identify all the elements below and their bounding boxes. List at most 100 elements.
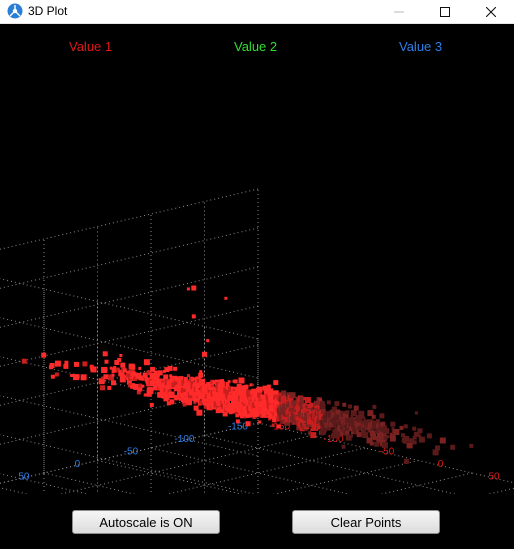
value1-tick-label: 50 xyxy=(488,471,500,482)
scatter-point xyxy=(358,410,365,417)
scatter-3d-plot[interactable]: -150-150-150-150-150-100-100-100-100-100… xyxy=(0,24,514,494)
scatter-point xyxy=(275,416,281,422)
scatter-point xyxy=(144,393,148,397)
scatter-point xyxy=(163,374,169,380)
scatter-point xyxy=(231,409,236,414)
scatter-point xyxy=(180,387,186,393)
scatter-point xyxy=(63,363,69,369)
maximize-button[interactable] xyxy=(422,0,468,24)
scatter-point xyxy=(362,432,369,438)
scatter-point xyxy=(178,376,184,382)
scatter-point xyxy=(349,434,353,438)
scatter-point xyxy=(235,419,240,424)
scatter-point xyxy=(185,393,190,398)
scatter-point xyxy=(174,394,179,400)
legend-value2-label: Value 2 xyxy=(234,39,278,54)
scatter-point xyxy=(149,372,156,379)
scatter-point xyxy=(143,359,150,366)
scatter-point xyxy=(409,438,415,444)
scatter-point xyxy=(111,380,116,386)
scatter-point xyxy=(320,409,326,414)
autoscale-button[interactable]: Autoscale is ON xyxy=(72,510,220,534)
scatter-point xyxy=(308,408,315,415)
scatter-point xyxy=(350,415,354,419)
scatter-point xyxy=(100,385,105,391)
scatter-point xyxy=(149,402,154,407)
plot-canvas[interactable]: Value 1 Value 2 Value 3 -150-150-150-150… xyxy=(0,24,514,549)
scatter-point xyxy=(221,381,225,384)
scatter-point xyxy=(184,380,189,385)
wall-gridline xyxy=(0,305,259,367)
scatter-point xyxy=(218,381,225,388)
scatter-point xyxy=(353,405,359,411)
scatter-point xyxy=(258,420,262,424)
scatter-point xyxy=(319,398,322,402)
scatter-point xyxy=(207,382,211,385)
scatter-point xyxy=(227,380,231,384)
scatter-point xyxy=(355,424,360,429)
scatter-point xyxy=(129,367,135,373)
scatter-point xyxy=(257,392,263,398)
scatter-point xyxy=(399,425,404,430)
scatter-point xyxy=(74,361,79,367)
scatter-point xyxy=(75,374,80,379)
scatter-point xyxy=(178,396,183,401)
scatter-point xyxy=(202,351,207,357)
scatter-point xyxy=(344,426,350,432)
value3-tick-label: 0 xyxy=(75,459,81,470)
scatter-point xyxy=(138,383,143,388)
scatter-point xyxy=(281,397,287,403)
scatter-point xyxy=(314,406,319,411)
scatter-point xyxy=(196,409,203,416)
maximize-icon xyxy=(440,7,450,17)
scatter-point xyxy=(226,406,233,413)
scatter-point xyxy=(417,428,423,434)
scatter-point xyxy=(378,424,384,430)
scatter-point xyxy=(326,400,331,405)
scatter-point xyxy=(130,364,136,370)
scatter-point xyxy=(371,414,376,419)
scatter-point xyxy=(117,357,122,362)
scatter-point xyxy=(370,428,375,432)
clear-points-button[interactable]: Clear Points xyxy=(292,510,440,534)
scatter-point xyxy=(155,375,160,380)
scatter-point xyxy=(216,407,221,412)
scatter-point xyxy=(41,352,47,358)
scatter-point xyxy=(303,397,307,401)
wall-gridline xyxy=(0,317,259,379)
scatter-point xyxy=(212,380,217,385)
wall-gridline xyxy=(0,356,259,418)
close-button[interactable] xyxy=(468,0,514,24)
scatter-point xyxy=(246,389,252,396)
floor-gridline xyxy=(486,487,514,494)
scatter-point xyxy=(192,393,196,397)
scatter-point xyxy=(101,376,105,380)
scatter-point xyxy=(354,431,358,435)
scatter-point xyxy=(302,403,306,407)
scatter-point xyxy=(196,398,201,403)
scatter-point xyxy=(235,413,240,418)
scatter-point xyxy=(82,361,88,367)
scatter-point xyxy=(183,392,188,396)
minimize-icon xyxy=(394,11,404,13)
scatter-point xyxy=(369,441,374,446)
scatter-point xyxy=(166,401,171,406)
scatter-point xyxy=(310,408,314,412)
scatter-point xyxy=(206,393,213,400)
minimize-button[interactable] xyxy=(376,0,422,24)
scatter-point xyxy=(119,354,123,357)
floor-gridline xyxy=(0,487,30,494)
scatter-point xyxy=(403,458,409,464)
scatter-point xyxy=(332,422,337,427)
scatter-point xyxy=(263,394,267,398)
scatter-point xyxy=(314,423,320,429)
scatter-point xyxy=(193,401,197,405)
scatter-point xyxy=(401,433,405,438)
wall-gridline xyxy=(0,188,259,250)
window-title: 3D Plot xyxy=(28,4,68,18)
scatter-point xyxy=(49,363,55,368)
scatter-point xyxy=(237,405,243,410)
scatter-point xyxy=(174,381,179,386)
scatter-point xyxy=(271,423,275,427)
scatter-point xyxy=(376,432,382,438)
